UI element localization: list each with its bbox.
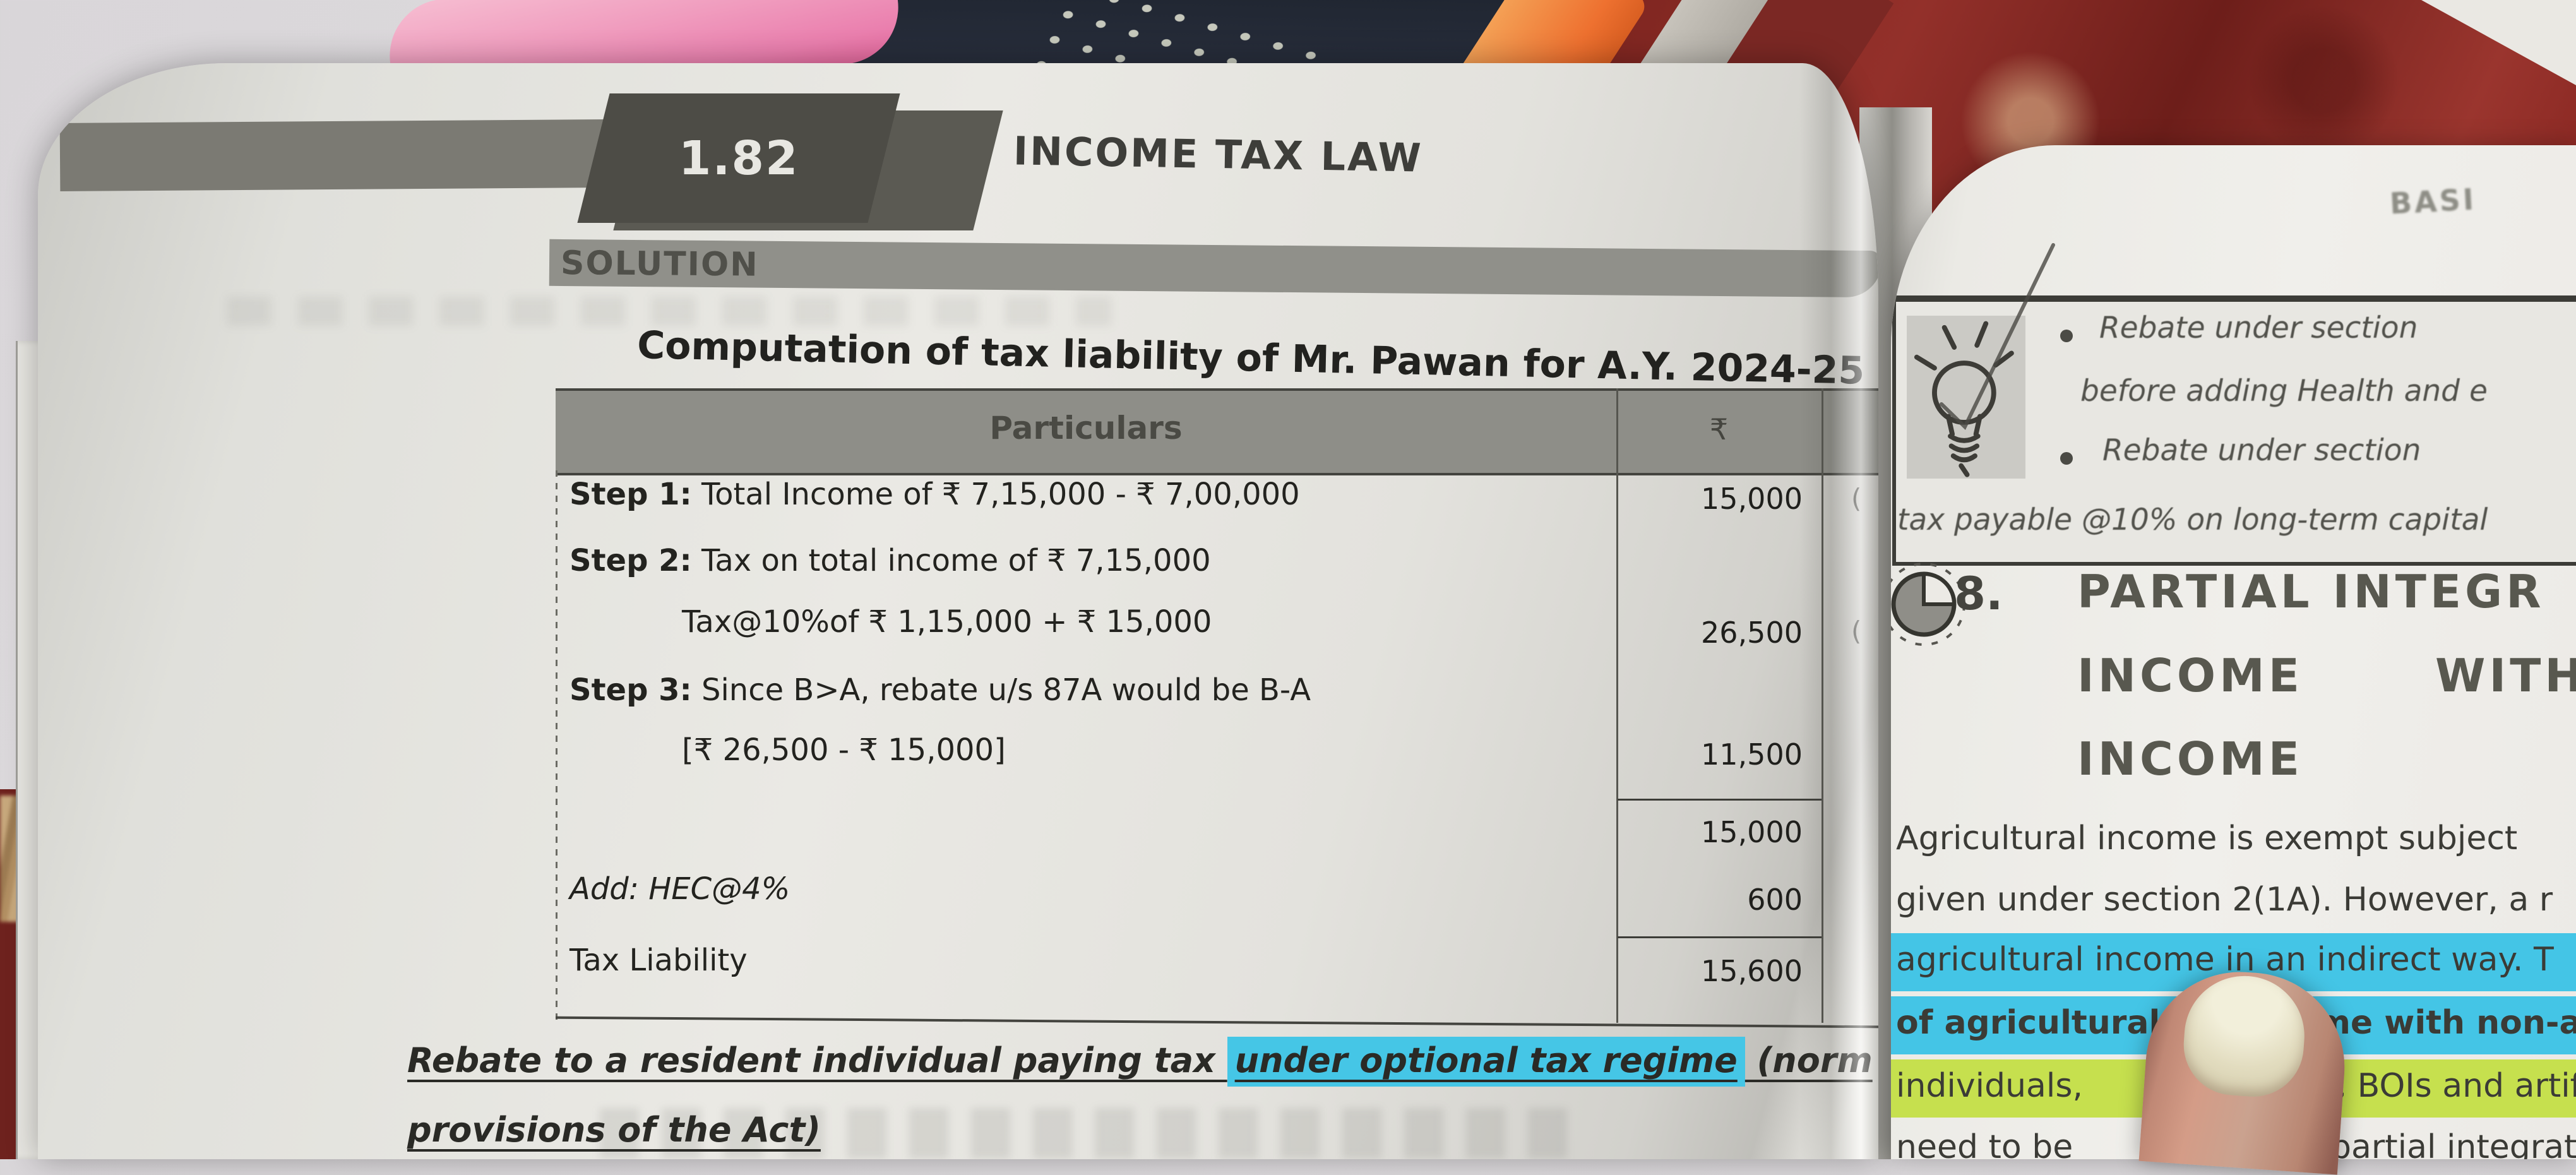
footnote-line2: provisions of the Act) xyxy=(407,1110,821,1150)
bullet-icon xyxy=(2060,330,2073,342)
left-book-page: 1.82 INCOME TAX LAW SOLUTION Computation… xyxy=(38,63,1878,1159)
section-heading-line1: PARTIAL INTEGR xyxy=(2077,565,2545,618)
paragraph-segment: of agricultural xyxy=(1896,1004,2161,1042)
section-heading-line2a: INCOME xyxy=(2077,649,2303,702)
bullet-icon xyxy=(2060,452,2073,465)
column-header-particulars: Particulars xyxy=(989,410,1183,446)
footnote-text: provisions of the Act) xyxy=(407,1110,821,1150)
solution-label: SOLUTION xyxy=(560,244,759,284)
footnote-highlighted-text: under optional tax regime xyxy=(1227,1037,1745,1087)
row-text: Since B>A, rebate u/s 87A would be B-A xyxy=(691,672,1311,708)
table-left-border xyxy=(556,470,558,1023)
page-curl-shading xyxy=(1799,63,1878,1159)
paragraph-line: given under section 2(1A). However, a r xyxy=(1896,881,2553,919)
row-amount: 600 xyxy=(1747,883,1803,917)
row-amount: 26,500 xyxy=(1701,616,1803,650)
row-text: [₹ 26,500 - ₹ 15,000] xyxy=(682,732,1006,768)
table-row: Step 1: Total Income of ₹ 7,15,000 - ₹ 7… xyxy=(556,477,1878,540)
row-text: Tax@10%of ₹ 1,15,000 + ₹ 15,000 xyxy=(682,604,1212,640)
note-line: Rebate under section xyxy=(2102,433,2421,468)
light-bulb-icon xyxy=(1914,321,2014,477)
footnote-line1: Rebate to a resident individual paying t… xyxy=(407,1037,1873,1087)
table-row: Tax Liability 15,600 xyxy=(556,943,1878,1006)
row-step-label: Step 2: xyxy=(569,543,692,578)
show-through-ghost-text xyxy=(600,1108,1585,1159)
section-number: 8. xyxy=(1954,567,2003,620)
note-line: before adding Health and e xyxy=(2080,374,2488,409)
tax-computation-table: Particulars ₹ Step 1: Total Income of ₹ … xyxy=(556,388,1878,1159)
subtotal-rule xyxy=(1618,799,1822,801)
section-heading-line3: INCOME xyxy=(2077,732,2303,785)
paragraph-segment: Ps, BOIs and artific xyxy=(2300,1067,2576,1105)
table-header-row: Particulars ₹ xyxy=(556,388,1878,475)
table-row: Step 3: Since B>A, rebate u/s 87A would … xyxy=(556,672,1878,736)
subtotal-rule xyxy=(1618,936,1822,938)
column-header-rupee: ₹ xyxy=(1709,412,1729,446)
paragraph-segment: ome with non-a xyxy=(2294,1004,2576,1042)
table-title: Computation of tax liability of Mr. Pawa… xyxy=(636,323,1865,393)
table-row: Step 2: Tax on total income of ₹ 7,15,00… xyxy=(556,543,1878,606)
pie-chart-icon xyxy=(1891,563,1965,646)
table-row: Tax@10%of ₹ 1,15,000 + ₹ 15,000 26,500 xyxy=(556,604,1878,667)
row-text: Total Income of ₹ 7,15,000 - ₹ 7,00,000 xyxy=(691,477,1300,512)
table-row: Add: HEC@4% 600 xyxy=(556,871,1878,934)
page-number: 1.82 xyxy=(678,131,799,186)
row-step-label: Step 3: xyxy=(569,672,692,708)
pen-check-mark xyxy=(1940,243,2055,431)
row-text: Add: HEC@4% xyxy=(569,871,790,907)
row-step-label: Step 1: xyxy=(569,477,692,512)
running-header: BASI xyxy=(2388,182,2478,221)
solution-bar: SOLUTION xyxy=(549,239,1878,298)
note-line: tax payable @10% on long-term capital xyxy=(1897,503,2488,537)
paragraph-segment: individuals, xyxy=(1896,1067,2083,1105)
table-vertical-rule xyxy=(1616,388,1618,1023)
page-number-badge: 1.82 xyxy=(577,93,900,223)
paragraph-segment: need to be xyxy=(1896,1128,2073,1159)
section-heading-line2b: WITH xyxy=(2435,649,2576,702)
row-text: Tax Liability xyxy=(569,943,748,978)
paragraph-line: Agricultural income is exempt subject xyxy=(1896,820,2518,857)
row-text: Tax on total income of ₹ 7,15,000 xyxy=(691,543,1211,578)
row-amount: 15,000 xyxy=(1701,482,1803,516)
note-line: Rebate under section xyxy=(2099,311,2418,345)
row-amount: 11,500 xyxy=(1701,737,1803,772)
show-through-ghost-text xyxy=(227,297,1111,326)
table-bottom-border xyxy=(556,1016,1878,1029)
table-row: [₹ 26,500 - ₹ 15,000] 11,500 xyxy=(556,732,1878,796)
paragraph-line: agricultural income in an indirect way. … xyxy=(1896,941,2554,979)
row-amount: 15,000 xyxy=(1701,815,1803,849)
footnote-text: Rebate to a resident individual paying t… xyxy=(407,1041,1227,1080)
table-row: 15,000 xyxy=(556,810,1878,873)
book-header-title: INCOME TAX LAW xyxy=(1013,128,1424,181)
fingernail xyxy=(2180,972,2309,1100)
row-amount: 15,600 xyxy=(1701,954,1803,988)
